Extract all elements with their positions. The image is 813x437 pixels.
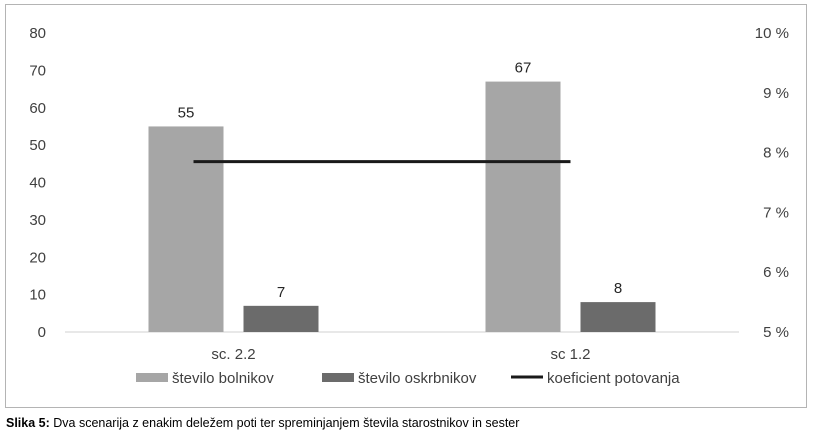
legend-bolniki-swatch xyxy=(136,373,168,382)
y-left-tick-label: 60 xyxy=(29,100,46,117)
legend-bolniki-label: število bolnikov xyxy=(172,370,274,387)
y-right-tick-label: 5 % xyxy=(763,324,789,341)
y-left-tick-label: 80 xyxy=(29,25,46,42)
y-left-tick-label: 10 xyxy=(29,287,46,304)
y-left-tick-label: 30 xyxy=(29,212,46,229)
y-left-tick-label: 70 xyxy=(29,62,46,79)
bar-data-label: 67 xyxy=(515,60,532,77)
bar-data-label: 55 xyxy=(178,104,195,121)
y-left-tick-label: 40 xyxy=(29,175,46,192)
y-right-tick-label: 7 % xyxy=(763,204,789,221)
figure-caption: Slika 5: Dva scenarija z enakim deležem … xyxy=(6,416,519,430)
caption-text: Dva scenarija z enakim deležem poti ter … xyxy=(49,416,520,430)
y-right-tick-label: 6 % xyxy=(763,264,789,281)
y-right-tick-label: 8 % xyxy=(763,145,789,162)
y-right-tick-label: 9 % xyxy=(763,85,789,102)
bar-oskrbniki xyxy=(243,305,319,332)
caption-label: Slika 5: xyxy=(6,416,50,430)
y-left-tick-label: 50 xyxy=(29,137,46,154)
y-right-tick-label: 10 % xyxy=(755,25,789,42)
legend-oskrbniki-swatch xyxy=(322,373,354,382)
x-tick-label: sc 1.2 xyxy=(550,346,590,363)
y-left-tick-label: 20 xyxy=(29,249,46,266)
y-left-tick-label: 0 xyxy=(38,324,46,341)
bar-oskrbniki xyxy=(580,302,656,332)
bar-data-label: 7 xyxy=(277,284,285,301)
combo-chart: 0 10 20 30 40 50 60 70 80 5 % 6 % 7 % 8 % 9 % 10 % 55 7 s… xyxy=(29,25,789,387)
bar-data-label: 8 xyxy=(614,280,622,297)
chart-frame: 0 10 20 30 40 50 60 70 80 5 % 6 % 7 % 8 % 9 % 10 % 55 7 s… xyxy=(5,4,807,408)
legend-oskrbniki-label: število oskrbnikov xyxy=(358,370,477,387)
bar-bolniki xyxy=(148,126,224,332)
legend-koeficient-label: koeficient potovanja xyxy=(547,370,680,387)
x-tick-label: sc. 2.2 xyxy=(211,346,255,363)
bar-bolniki xyxy=(485,81,561,333)
